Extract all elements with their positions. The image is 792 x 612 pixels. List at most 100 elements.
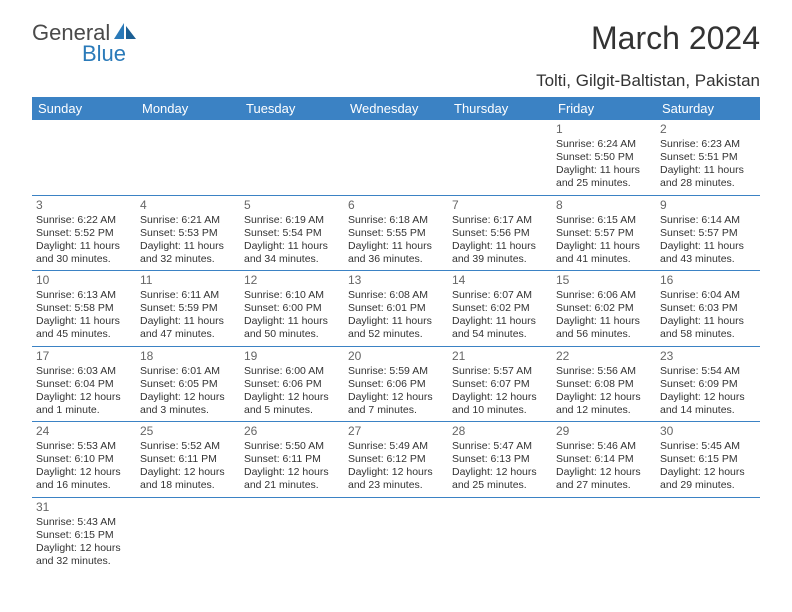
calendar-cell (552, 497, 656, 572)
weekday-header: Monday (136, 97, 240, 120)
sunrise-text: Sunrise: 6:11 AM (140, 289, 236, 302)
sunrise-text: Sunrise: 6:13 AM (36, 289, 132, 302)
sunset-text: Sunset: 6:05 PM (140, 378, 236, 391)
daylight-text: Daylight: 11 hours and 54 minutes. (452, 315, 548, 341)
day-number: 6 (348, 198, 444, 213)
calendar-cell: 15Sunrise: 6:06 AMSunset: 6:02 PMDayligh… (552, 271, 656, 347)
day-number: 24 (36, 424, 132, 439)
sunset-text: Sunset: 5:52 PM (36, 227, 132, 240)
sunrise-text: Sunrise: 5:57 AM (452, 365, 548, 378)
daylight-text: Daylight: 12 hours and 7 minutes. (348, 391, 444, 417)
calendar-cell: 22Sunrise: 5:56 AMSunset: 6:08 PMDayligh… (552, 346, 656, 422)
sunrise-text: Sunrise: 6:14 AM (660, 214, 756, 227)
sunset-text: Sunset: 6:04 PM (36, 378, 132, 391)
weekday-header: Sunday (32, 97, 136, 120)
calendar-cell (32, 120, 136, 195)
sunset-text: Sunset: 5:57 PM (660, 227, 756, 240)
daylight-text: Daylight: 12 hours and 10 minutes. (452, 391, 548, 417)
daylight-text: Daylight: 11 hours and 32 minutes. (140, 240, 236, 266)
day-number: 17 (36, 349, 132, 364)
calendar-cell: 31Sunrise: 5:43 AMSunset: 6:15 PMDayligh… (32, 497, 136, 572)
sunrise-text: Sunrise: 5:59 AM (348, 365, 444, 378)
calendar-cell (136, 120, 240, 195)
weekday-header: Friday (552, 97, 656, 120)
calendar-cell: 5Sunrise: 6:19 AMSunset: 5:54 PMDaylight… (240, 195, 344, 271)
calendar-cell: 9Sunrise: 6:14 AMSunset: 5:57 PMDaylight… (656, 195, 760, 271)
sunset-text: Sunset: 5:56 PM (452, 227, 548, 240)
calendar-cell (240, 497, 344, 572)
sunrise-text: Sunrise: 6:23 AM (660, 138, 756, 151)
day-number: 18 (140, 349, 236, 364)
day-number: 21 (452, 349, 548, 364)
day-number: 10 (36, 273, 132, 288)
sunrise-text: Sunrise: 5:49 AM (348, 440, 444, 453)
sunrise-text: Sunrise: 6:10 AM (244, 289, 340, 302)
sunrise-text: Sunrise: 6:15 AM (556, 214, 652, 227)
sunset-text: Sunset: 5:50 PM (556, 151, 652, 164)
calendar-cell: 11Sunrise: 6:11 AMSunset: 5:59 PMDayligh… (136, 271, 240, 347)
calendar-cell: 24Sunrise: 5:53 AMSunset: 6:10 PMDayligh… (32, 422, 136, 498)
daylight-text: Daylight: 11 hours and 56 minutes. (556, 315, 652, 341)
daylight-text: Daylight: 11 hours and 34 minutes. (244, 240, 340, 266)
day-number: 12 (244, 273, 340, 288)
sunrise-text: Sunrise: 5:56 AM (556, 365, 652, 378)
day-number: 26 (244, 424, 340, 439)
daylight-text: Daylight: 12 hours and 3 minutes. (140, 391, 236, 417)
calendar-cell: 18Sunrise: 6:01 AMSunset: 6:05 PMDayligh… (136, 346, 240, 422)
sunset-text: Sunset: 6:13 PM (452, 453, 548, 466)
sunrise-text: Sunrise: 6:00 AM (244, 365, 340, 378)
calendar-cell: 30Sunrise: 5:45 AMSunset: 6:15 PMDayligh… (656, 422, 760, 498)
day-number: 7 (452, 198, 548, 213)
daylight-text: Daylight: 12 hours and 23 minutes. (348, 466, 444, 492)
sunset-text: Sunset: 5:55 PM (348, 227, 444, 240)
sunset-text: Sunset: 6:01 PM (348, 302, 444, 315)
day-number: 16 (660, 273, 756, 288)
sunset-text: Sunset: 6:15 PM (660, 453, 756, 466)
daylight-text: Daylight: 12 hours and 25 minutes. (452, 466, 548, 492)
daylight-text: Daylight: 11 hours and 39 minutes. (452, 240, 548, 266)
daylight-text: Daylight: 11 hours and 41 minutes. (556, 240, 652, 266)
sunset-text: Sunset: 6:02 PM (556, 302, 652, 315)
sunrise-text: Sunrise: 5:52 AM (140, 440, 236, 453)
sunrise-text: Sunrise: 6:24 AM (556, 138, 652, 151)
sunrise-text: Sunrise: 5:43 AM (36, 516, 132, 529)
sunrise-text: Sunrise: 6:19 AM (244, 214, 340, 227)
calendar-cell (240, 120, 344, 195)
calendar-cell (136, 497, 240, 572)
sunrise-text: Sunrise: 6:03 AM (36, 365, 132, 378)
location-text: Tolti, Gilgit-Baltistan, Pakistan (32, 71, 760, 91)
weekday-header: Wednesday (344, 97, 448, 120)
sunrise-text: Sunrise: 5:47 AM (452, 440, 548, 453)
weekday-header: Tuesday (240, 97, 344, 120)
sunset-text: Sunset: 5:51 PM (660, 151, 756, 164)
day-number: 23 (660, 349, 756, 364)
sunrise-text: Sunrise: 5:45 AM (660, 440, 756, 453)
daylight-text: Daylight: 12 hours and 16 minutes. (36, 466, 132, 492)
sunrise-text: Sunrise: 6:17 AM (452, 214, 548, 227)
daylight-text: Daylight: 12 hours and 12 minutes. (556, 391, 652, 417)
daylight-text: Daylight: 11 hours and 28 minutes. (660, 164, 756, 190)
day-number: 22 (556, 349, 652, 364)
sunset-text: Sunset: 6:11 PM (244, 453, 340, 466)
month-title: March 2024 (591, 20, 760, 57)
daylight-text: Daylight: 11 hours and 50 minutes. (244, 315, 340, 341)
sunset-text: Sunset: 6:06 PM (348, 378, 444, 391)
calendar-cell: 20Sunrise: 5:59 AMSunset: 6:06 PMDayligh… (344, 346, 448, 422)
sunset-text: Sunset: 5:57 PM (556, 227, 652, 240)
daylight-text: Daylight: 12 hours and 32 minutes. (36, 542, 132, 568)
sunset-text: Sunset: 6:15 PM (36, 529, 132, 542)
sunset-text: Sunset: 6:08 PM (556, 378, 652, 391)
calendar-cell: 14Sunrise: 6:07 AMSunset: 6:02 PMDayligh… (448, 271, 552, 347)
sunrise-text: Sunrise: 5:54 AM (660, 365, 756, 378)
calendar-cell: 6Sunrise: 6:18 AMSunset: 5:55 PMDaylight… (344, 195, 448, 271)
calendar-cell: 16Sunrise: 6:04 AMSunset: 6:03 PMDayligh… (656, 271, 760, 347)
day-number: 25 (140, 424, 236, 439)
calendar-cell: 3Sunrise: 6:22 AMSunset: 5:52 PMDaylight… (32, 195, 136, 271)
day-number: 30 (660, 424, 756, 439)
sunset-text: Sunset: 5:53 PM (140, 227, 236, 240)
daylight-text: Daylight: 12 hours and 1 minute. (36, 391, 132, 417)
sunset-text: Sunset: 6:07 PM (452, 378, 548, 391)
daylight-text: Daylight: 12 hours and 21 minutes. (244, 466, 340, 492)
calendar-cell: 17Sunrise: 6:03 AMSunset: 6:04 PMDayligh… (32, 346, 136, 422)
calendar-table: SundayMondayTuesdayWednesdayThursdayFrid… (32, 97, 760, 572)
